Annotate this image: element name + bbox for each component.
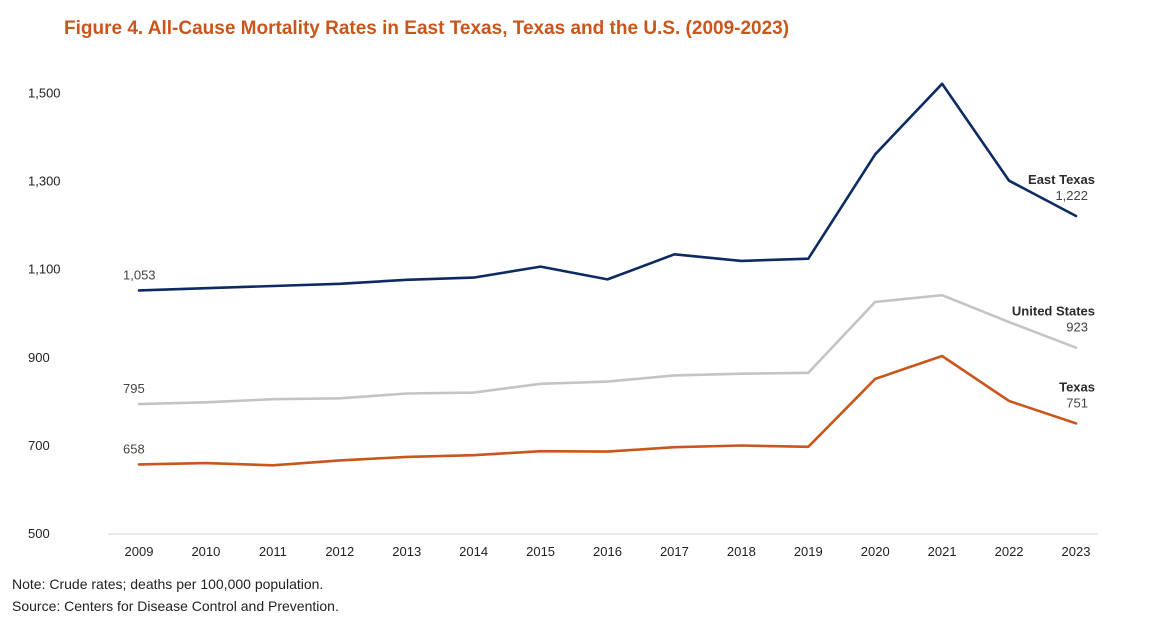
x-tick-label: 2012: [325, 544, 354, 559]
x-tick-label: 2016: [593, 544, 622, 559]
series-end-name: Texas: [1059, 379, 1095, 394]
x-axis-ticks: 2009 2010 2011 2012 2013 2014 2015 2016 2017 2018…: [125, 544, 1091, 559]
series-start-label: 1,053: [123, 267, 156, 282]
series-line-united-states: [137, 293, 1078, 406]
y-tick-label: 1,300: [28, 174, 61, 189]
series-lines: [137, 82, 1078, 467]
y-tick-label: 700: [28, 438, 50, 453]
y-tick-label: 1,500: [28, 86, 61, 101]
x-tick-label: 2022: [995, 544, 1024, 559]
series-start-label: 795: [123, 381, 145, 396]
series-end-label: 923: [1066, 320, 1088, 335]
x-tick-label: 2009: [125, 544, 154, 559]
x-tick-label: 2013: [392, 544, 421, 559]
series-line-texas: [137, 354, 1078, 467]
series-end-label: 1,222: [1055, 188, 1088, 203]
series-end-label: 751: [1066, 395, 1088, 410]
chart-source: Source: Centers for Disease Control and …: [12, 598, 339, 614]
series-end-name: United States: [1012, 304, 1095, 319]
x-tick-label: 2018: [727, 544, 756, 559]
x-tick-label: 2011: [259, 544, 287, 559]
x-tick-label: 2020: [861, 544, 890, 559]
series-line-east-texas: [137, 82, 1078, 292]
x-tick-label: 2019: [794, 544, 823, 559]
series-end-name: East Texas: [1028, 172, 1095, 187]
x-tick-label: 2010: [191, 544, 220, 559]
chart-note: Note: Crude rates; deaths per 100,000 po…: [12, 576, 324, 592]
y-tick-label: 900: [28, 350, 50, 365]
x-tick-label: 2015: [526, 544, 555, 559]
x-tick-label: 2017: [660, 544, 689, 559]
y-tick-label: 1,100: [28, 262, 61, 277]
x-tick-label: 2023: [1062, 544, 1091, 559]
chart-title: Figure 4. All-Cause Mortality Rates in E…: [64, 18, 790, 39]
x-tick-label: 2014: [459, 544, 488, 559]
y-axis-ticks: 500 700 900 1,100 1,300 1,500: [28, 86, 61, 542]
series-start-label: 658: [123, 441, 145, 456]
y-tick-label: 500: [28, 526, 50, 541]
x-tick-label: 2021: [928, 544, 957, 559]
